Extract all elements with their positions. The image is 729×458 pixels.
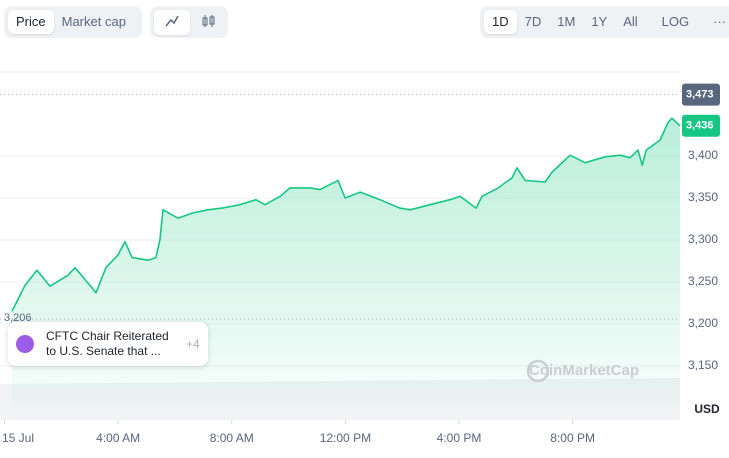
news-icon [16, 335, 34, 353]
range[interactable]: 1D [484, 10, 517, 34]
y-tick-label: 3,150 [688, 358, 718, 372]
high-label: 3,473 [686, 89, 714, 101]
x-tick-label: 15 Jul [2, 431, 34, 445]
watermark-logo [526, 359, 550, 383]
line-icon [165, 15, 179, 26]
current-price-label: 3,436 [686, 120, 714, 132]
candle-chart-button[interactable] [190, 10, 226, 35]
tab[interactable]: Market cap [61, 14, 126, 29]
y-tick-label: 3,400 [688, 148, 718, 162]
currency: USD [694, 402, 720, 416]
y-tick-label: 3,250 [688, 274, 718, 288]
current-price-box [682, 114, 720, 137]
price-line [11, 117, 681, 312]
x-tick-label: 4:00 PM [437, 431, 482, 445]
range[interactable]: 1Y [591, 14, 608, 29]
range[interactable]: 7D [524, 14, 542, 29]
x-tick-label: 8:00 PM [550, 431, 595, 445]
watermark: CoinMarketCap [529, 362, 639, 379]
tab[interactable]: Price [8, 10, 54, 34]
y-tick-label: 3,200 [688, 316, 718, 330]
range[interactable]: All [623, 14, 638, 29]
x-tick-label: 8:00 AM [210, 431, 254, 445]
chart-type-group [150, 6, 228, 38]
range[interactable]: 1M [557, 14, 576, 29]
high-label-box [682, 83, 720, 106]
y-tick-label: 3,350 [688, 190, 718, 204]
range[interactable]: LOG [661, 14, 690, 29]
news-text: CFTC Chair Reiterated to U.S. Senate tha… [46, 329, 169, 358]
range-group: 1D 7D 1M 1Y All LOG ··· [480, 6, 729, 38]
news-card[interactable]: CFTC Chair Reiterated to U.S. Senate tha… [8, 322, 208, 366]
line-chart-button[interactable] [154, 9, 190, 35]
x-tick-label: 4:00 AM [96, 431, 140, 445]
more-button[interactable]: ··· [713, 14, 727, 29]
candle-icon [202, 14, 215, 27]
low-label: 3,206 [4, 312, 32, 324]
y-tick-label: 3,300 [688, 232, 718, 246]
tab-group: Price Market cap [4, 6, 142, 38]
x-tick-label: 12:00 PM [320, 431, 371, 445]
news-count: +4 [186, 337, 200, 351]
